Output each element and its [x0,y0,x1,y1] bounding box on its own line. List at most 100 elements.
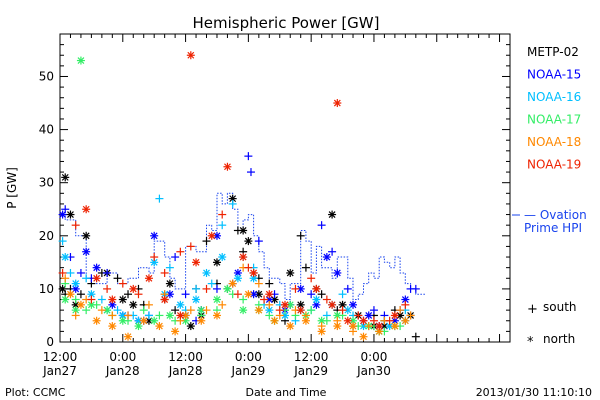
x-tick-time: 0:00 [109,350,136,364]
north-point [118,295,127,304]
north-point [124,332,133,341]
south-point [260,295,269,304]
south-point [207,279,216,288]
footer-x-axis-title: Date and Time [246,386,327,399]
south-point [307,306,316,315]
north-point [390,322,399,331]
north-point [364,311,373,320]
legend-entry-noaa-16: NOAA-16 [527,90,581,104]
south-point [82,306,91,315]
south-point [406,311,415,320]
north-point [333,99,342,108]
south-point [218,221,227,230]
south-point [82,274,91,283]
south-point [58,268,67,277]
footer-timestamp: 2013/01/30 11:10:10 [476,386,592,399]
south-point [233,290,242,299]
north-point [270,316,279,325]
south-point [66,268,75,277]
south-point [364,322,373,331]
x-tick-time: 0:00 [235,350,262,364]
south-point [369,306,378,315]
x-tick-time: 0:00 [360,350,387,364]
south-point [118,279,127,288]
south-point [160,268,169,277]
south-point [144,300,153,309]
north-point [76,300,85,309]
north-point [150,258,159,267]
south-point [202,284,211,293]
north-point [401,316,410,325]
north-point [254,306,263,315]
north-point [82,247,91,256]
north-point [328,300,337,309]
north-point [254,290,263,299]
north-point [150,231,159,240]
north-point [66,210,75,219]
south-point [307,290,316,299]
north-point [139,316,148,325]
north-point [322,253,331,262]
north-point [192,295,201,304]
south-point [202,306,211,315]
north-point [212,258,221,267]
north-point [186,322,195,331]
south-point [218,300,227,309]
south-point [113,306,122,315]
legend-entry-noaa-18: NOAA-18 [527,135,581,149]
footer-plot-credit: Plot: CCMC [5,386,66,399]
north-point [192,258,201,267]
south-point [354,311,363,320]
south-point [254,279,263,288]
north-point [212,231,221,240]
south-point [301,263,310,272]
south-point [58,237,67,246]
north-point [333,268,342,277]
south-point [338,290,347,299]
south-point [401,300,410,309]
legend-entry-noaa-17: NOAA-17 [527,113,581,127]
south-point [108,311,117,320]
south-point [181,290,190,299]
north-point [286,300,295,309]
north-point [186,51,195,60]
north-point [239,253,248,262]
ovation-label-line1: — Ovation [524,208,587,222]
north-point [228,279,237,288]
south-point [155,194,164,203]
legend-entry-noaa-15: NOAA-15 [527,68,581,82]
north-point [286,322,295,331]
north-point [317,327,326,336]
south-point [202,237,211,246]
marker-legend: + south * north [527,300,577,350]
north-point [61,173,70,182]
north-point [171,327,180,336]
south-point [265,300,274,309]
south-point [71,221,80,230]
south-point [296,231,305,240]
north-point [249,268,258,277]
south-point [244,152,253,161]
x-axis: 12:00Jan270:00Jan2812:00Jan280:00Jan2912… [42,34,511,378]
south-point [124,311,133,320]
north-point [328,210,337,219]
ovation-label-line2: Prime HPI [524,221,582,235]
south-point [124,290,133,299]
north-point [61,253,70,262]
series-noaa-19 [58,51,410,331]
south-point [155,311,164,320]
south-point [171,253,180,262]
south-point [71,311,80,320]
y-tick-label: 50 [39,69,54,83]
south-point [322,295,331,304]
south-point [76,290,85,299]
y-tick-label: 20 [39,229,54,243]
north-point [359,332,368,341]
plot-frame [59,33,511,343]
north-point [76,56,85,65]
south-point [254,237,263,246]
south-point [218,210,227,219]
x-tick-time: 12:00 [43,350,78,364]
north-point [134,322,143,331]
south-point [87,295,96,304]
